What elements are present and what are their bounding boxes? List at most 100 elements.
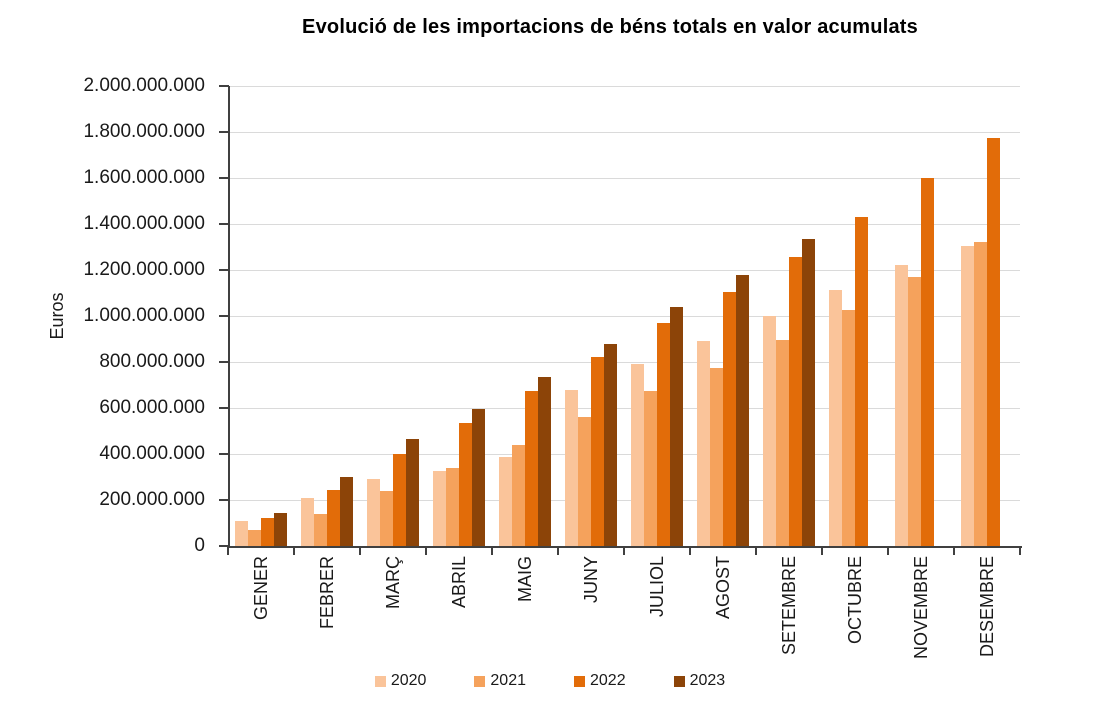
y-tick-mark [219, 269, 229, 271]
y-tick-label: 1.000.000.000 [83, 305, 205, 326]
bar-2020-gener [235, 520, 248, 546]
y-tick-label: 800.000.000 [99, 351, 205, 372]
bar-2020-octubre [829, 289, 842, 546]
bar-2020-setembre [763, 316, 776, 546]
gridline [228, 86, 1020, 87]
gridline [228, 408, 1020, 409]
bar-2021-abril [446, 467, 459, 546]
x-axis-label-setembre: SETEMBRE [778, 556, 799, 656]
x-axis-label-gener: GENER [250, 556, 271, 621]
bar-2021-novembre [908, 276, 921, 546]
bar-2021-juliol [644, 390, 657, 546]
legend-item-2021: 2021 [474, 672, 526, 690]
bar-2020-agost [697, 341, 710, 546]
x-axis-label-abril: ABRIL [448, 556, 469, 609]
bar-2021-febrer [314, 513, 327, 546]
y-tick-mark [219, 453, 229, 455]
bar-2022-abril [459, 422, 472, 546]
bar-2021-juny [578, 417, 591, 546]
bar-2022-juny [591, 357, 604, 546]
bar-2022-octubre [855, 217, 868, 546]
bar-2021-octubre [842, 310, 855, 546]
gridline [228, 316, 1020, 317]
legend-label-2021: 2021 [490, 672, 526, 689]
y-tick-mark [219, 315, 229, 317]
y-tick-mark [219, 131, 229, 133]
legend-item-2022: 2022 [574, 672, 626, 690]
legend-item-2020: 2020 [374, 672, 427, 690]
bar-2020-abril [433, 471, 446, 546]
bar-2022-maig [525, 390, 538, 546]
y-tick-mark [219, 545, 229, 547]
gridline [228, 362, 1020, 363]
x-tick-mark [557, 546, 559, 555]
x-axis-label-juliol: JULIOL [646, 556, 667, 618]
bar-2023-agost [736, 274, 749, 546]
bar-2020-maig [499, 457, 512, 546]
x-axis-label-febrer: FEBRER [316, 556, 337, 630]
y-tick-label: 1.800.000.000 [83, 121, 205, 142]
bar-2022-març [393, 454, 406, 546]
gridline [228, 270, 1020, 271]
x-axis-label-març: MARÇ [382, 556, 403, 609]
x-tick-mark [887, 546, 889, 555]
legend-swatch-2021 [474, 675, 486, 687]
y-tick-mark [219, 85, 229, 87]
x-tick-mark [953, 546, 955, 555]
bar-2020-juliol [631, 364, 644, 546]
y-tick-label: 1.600.000.000 [83, 167, 205, 188]
y-tick-label: 400.000.000 [99, 443, 205, 464]
bar-2021-març [380, 490, 393, 546]
bar-2023-juliol [670, 306, 683, 546]
bar-2022-febrer [327, 489, 340, 546]
legend-label-2022: 2022 [590, 672, 626, 689]
x-tick-mark [293, 546, 295, 555]
bar-2022-desembre [987, 137, 1000, 546]
gridline [228, 500, 1020, 501]
bar-2022-setembre [789, 257, 802, 546]
x-axis-label-juny: JUNY [580, 556, 601, 604]
legend-label-2020: 2020 [390, 672, 427, 689]
bar-2023-maig [538, 376, 551, 546]
bar-2022-juliol [657, 322, 670, 546]
plot-area [228, 86, 1022, 548]
bar-2023-febrer [340, 477, 353, 546]
bar-2020-març [367, 479, 380, 546]
bar-2020-novembre [895, 265, 908, 546]
bar-2020-desembre [961, 245, 974, 546]
bar-2022-novembre [921, 178, 934, 546]
bar-2021-agost [710, 367, 723, 546]
y-tick-label: 1.200.000.000 [83, 259, 205, 280]
y-tick-label: 600.000.000 [99, 397, 205, 418]
x-axis-label-maig: MAIG [514, 556, 535, 603]
legend: 2020 2021 2022 2023 [170, 672, 930, 690]
bar-2020-juny [565, 389, 578, 546]
y-tick-mark [219, 361, 229, 363]
gridline [228, 178, 1020, 179]
bar-2022-agost [723, 291, 736, 546]
x-axis-label-desembre: DESEMBRE [976, 556, 997, 658]
legend-swatch-2020 [374, 675, 386, 687]
bar-2023-juny [604, 343, 617, 546]
x-tick-mark [227, 546, 229, 555]
legend-item-2023: 2023 [673, 672, 726, 690]
y-tick-mark [219, 223, 229, 225]
y-tick-label: 0 [194, 535, 205, 556]
y-tick-label: 2.000.000.000 [83, 75, 205, 96]
gridline [228, 224, 1020, 225]
gridline [228, 132, 1020, 133]
y-tick-label: 1.400.000.000 [83, 213, 205, 234]
x-tick-mark [689, 546, 691, 555]
chart-title: Evolució de les importacions de béns tot… [302, 16, 918, 38]
x-tick-mark [359, 546, 361, 555]
y-tick-mark [219, 499, 229, 501]
x-tick-mark [623, 546, 625, 555]
y-tick-mark [219, 177, 229, 179]
x-axis-label-agost: AGOST [712, 556, 733, 620]
bar-2021-setembre [776, 340, 789, 546]
bar-2023-gener [274, 512, 287, 546]
legend-label-2023: 2023 [689, 672, 726, 689]
x-axis-label-novembre: NOVEMBRE [910, 556, 931, 660]
legend-swatch-2022 [574, 675, 585, 687]
